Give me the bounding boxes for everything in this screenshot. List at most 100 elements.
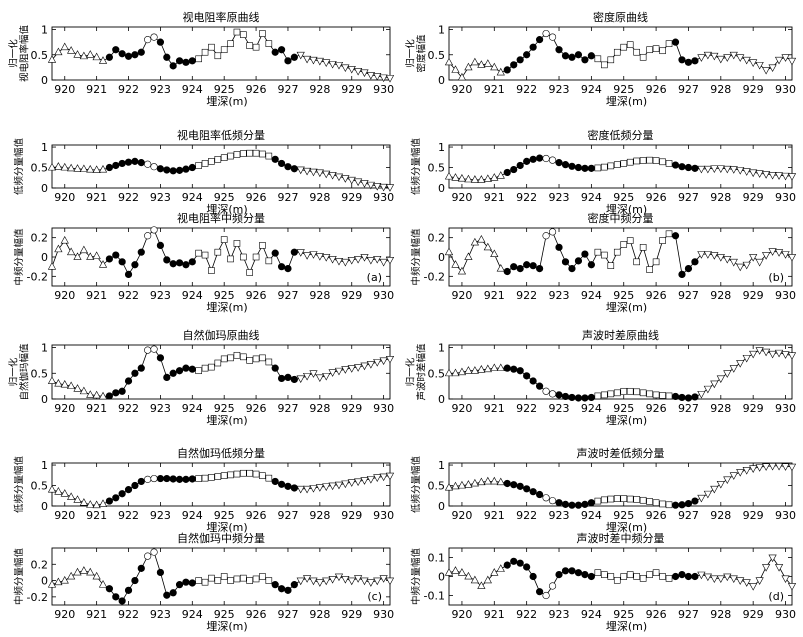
data-point: [175, 475, 184, 483]
data-point: [118, 597, 126, 605]
data-point: [277, 159, 286, 168]
data-point: [214, 52, 222, 60]
data-point: [366, 361, 375, 369]
data-point: [723, 476, 732, 485]
x-tick-label: 925: [613, 289, 634, 302]
data-point: [555, 243, 563, 251]
data-point: [240, 31, 247, 38]
data-point: [220, 236, 228, 243]
data-point: [302, 252, 312, 260]
data-point: [277, 480, 286, 488]
data-point: [188, 365, 196, 373]
data-point: [98, 56, 108, 64]
x-tick-label: 921: [86, 608, 107, 621]
data-point: [510, 263, 518, 271]
data-point: [315, 253, 324, 261]
data-point: [92, 390, 101, 399]
chart-title: 密度原曲线: [593, 10, 648, 24]
data-point: [284, 163, 292, 171]
data-point: [633, 157, 640, 165]
x-tick-label: 925: [613, 191, 634, 204]
data-point: [729, 472, 738, 480]
data-point: [652, 157, 660, 164]
data-point: [716, 480, 725, 489]
x-tick-label: 926: [646, 83, 667, 96]
data-point: [659, 237, 666, 244]
data-point: [451, 173, 460, 181]
data-point: [529, 488, 537, 496]
x-tick-label: 926: [646, 509, 667, 522]
data-point: [379, 473, 388, 482]
data-point: [729, 575, 738, 584]
axes-frame: [51, 344, 391, 400]
data-point: [542, 494, 550, 502]
data-point: [633, 258, 640, 266]
x-tick-label: 929: [743, 83, 764, 96]
data-point: [684, 265, 693, 273]
data-point: [366, 579, 375, 587]
data-point: [639, 244, 647, 251]
data-point: [665, 501, 673, 509]
x-tick-label: 926: [646, 402, 667, 415]
data-point: [73, 384, 82, 392]
data-point: [561, 567, 570, 575]
data-point: [787, 173, 797, 181]
data-point: [360, 254, 369, 262]
data-point: [373, 183, 382, 191]
chart-title: 视电阻率中频分量: [177, 211, 265, 225]
y-axis-label: 归一化: [405, 39, 417, 68]
data-point: [296, 166, 305, 175]
data-point: [620, 573, 628, 580]
data-point: [277, 374, 286, 383]
x-tick-label: 923: [150, 608, 171, 621]
data-point: [67, 492, 76, 500]
data-point: [195, 55, 202, 63]
data-point: [208, 267, 215, 274]
data-point: [787, 57, 797, 66]
x-tick-label: 927: [678, 83, 699, 96]
data-point: [581, 250, 589, 258]
data-point: [594, 164, 602, 172]
x-tick-label: 925: [613, 83, 634, 96]
data-point: [639, 575, 647, 582]
data-point: [105, 255, 113, 263]
data-point: [470, 175, 479, 183]
x-tick-label: 928: [309, 608, 330, 621]
data-point: [523, 563, 531, 571]
data-point: [581, 56, 589, 64]
data-point: [490, 363, 499, 372]
data-point: [240, 353, 247, 361]
chart-title: 声波时差低频分量: [577, 446, 665, 460]
x-tick-label: 927: [678, 191, 699, 204]
data-point: [252, 355, 260, 363]
data-point: [691, 164, 699, 172]
data-point: [67, 46, 76, 54]
data-point: [105, 392, 113, 400]
data-point: [208, 474, 215, 481]
data-point: [341, 175, 350, 183]
data-point: [60, 379, 69, 388]
x-tick-label: 929: [341, 402, 362, 415]
data-point: [233, 575, 241, 583]
data-point: [633, 573, 640, 580]
chart-title: 密度中频分量: [588, 211, 654, 225]
x-tick-label: 930: [775, 289, 796, 302]
data-point: [555, 46, 563, 54]
data-point: [328, 576, 337, 584]
y-tick-label: 0: [438, 182, 445, 195]
data-point: [169, 62, 177, 70]
data-point: [762, 564, 771, 572]
data-point: [284, 265, 292, 273]
data-point: [54, 577, 63, 586]
data-point: [490, 173, 499, 181]
data-point: [195, 162, 202, 169]
data-point: [354, 364, 363, 372]
data-point: [360, 69, 369, 78]
axes-frame: [51, 547, 391, 606]
y-tick-label: 0: [41, 182, 48, 195]
data-point: [118, 490, 126, 498]
data-point: [548, 156, 557, 164]
y-tick-label: 0.5: [31, 162, 49, 175]
axes-frame: [448, 26, 793, 81]
data-point: [516, 559, 524, 567]
